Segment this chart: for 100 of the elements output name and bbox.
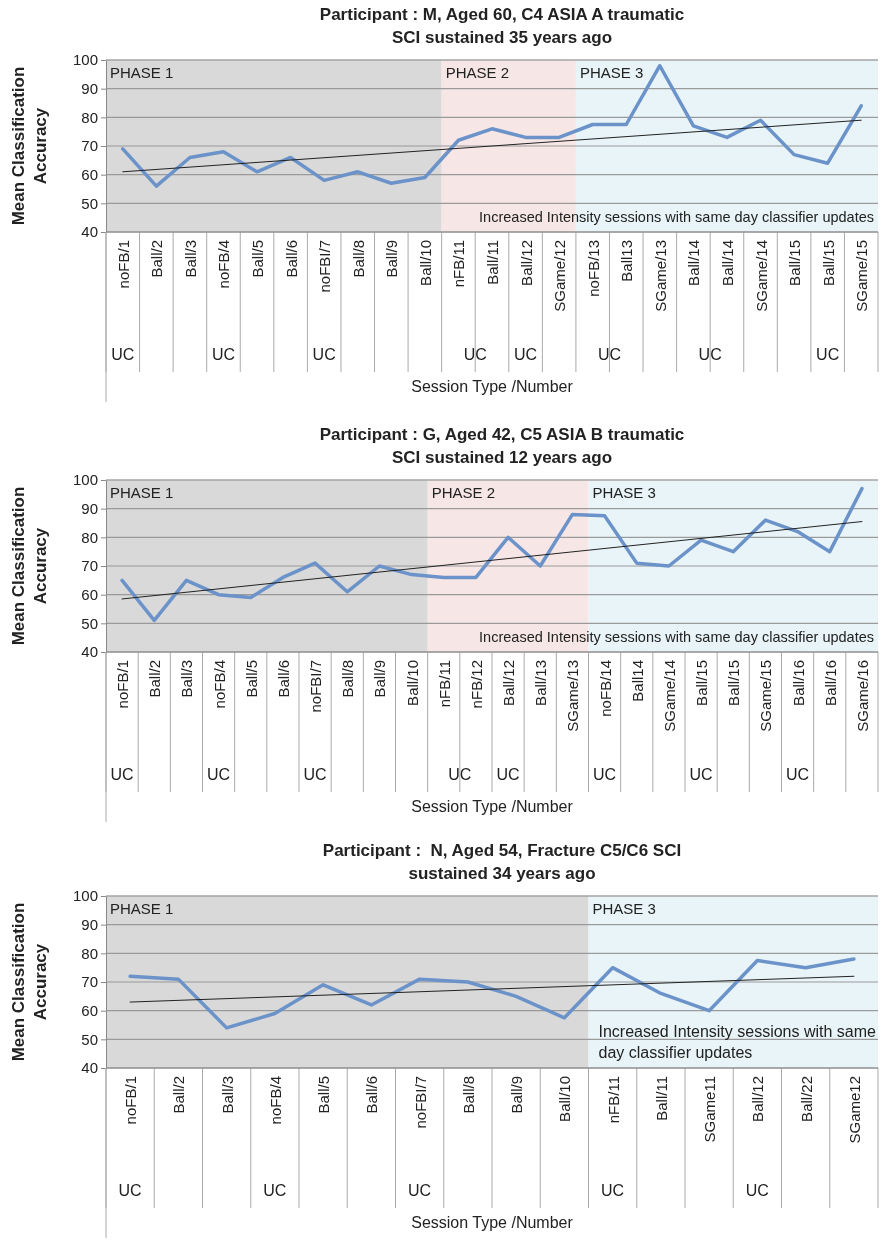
- text: UC: [463, 346, 487, 363]
- text: UC: [514, 346, 538, 363]
- y-tick-label: 80: [81, 944, 98, 962]
- x-tick-label: Ball13: [618, 240, 636, 282]
- x-tick-label: Ball/5: [249, 240, 267, 278]
- x-tick-label: SGame/15: [757, 660, 775, 732]
- band-label: PHASE 1: [110, 484, 174, 501]
- chart-title: Participant : N, Aged 54, Fracture C5/C6 SCI sustained 34 years ago: [322, 841, 682, 883]
- band-label: PHASE 1: [110, 900, 174, 917]
- x-axis-title: Session Type /Number: [411, 798, 574, 815]
- x-tick-label: Ball/10: [556, 1076, 574, 1122]
- band-label: PHASE 2: [445, 64, 510, 81]
- x-tick-label: Ball/5: [315, 1076, 333, 1114]
- y-tick-label: 100: [72, 887, 98, 905]
- x-tick-label: noFB/13: [584, 240, 602, 297]
- x-tick-label: SGame12: [845, 1076, 863, 1144]
- text: UC: [312, 346, 336, 363]
- y-axis-title: Mean Classification Accuracy: [9, 66, 50, 226]
- x-tick-label: noFB/14: [596, 660, 614, 717]
- x-tick-label: noFB/4: [210, 660, 228, 709]
- y-tick-label: 60: [81, 585, 98, 603]
- chart-title: Participant : M, Aged 60, C4 ASIA A traumatic SCI sustained 35 years ago: [319, 5, 685, 47]
- text: UC: [118, 1182, 142, 1199]
- x-tick-label: Ball/16: [789, 660, 807, 706]
- x-tick-label: Ball/11: [484, 240, 501, 285]
- y-tick-label: 50: [81, 1030, 98, 1048]
- band-label: PHASE 3: [592, 900, 656, 917]
- y-tick-label: 100: [72, 471, 98, 489]
- text: UC: [408, 1182, 432, 1199]
- x-tick-label: Ball/15: [786, 240, 804, 286]
- text: UC: [110, 766, 134, 783]
- x-tick-label: Ball/15: [725, 660, 743, 706]
- x-tick-label: Ball/10: [403, 660, 421, 706]
- y-tick-label: 90: [81, 915, 98, 933]
- x-tick-label: noFBI/7: [411, 1076, 429, 1129]
- x-tick-label: Ball/16: [821, 660, 839, 706]
- text: UC: [601, 1182, 625, 1199]
- band-label: PHASE 2: [431, 484, 496, 501]
- x-tick-label: Ball/9: [371, 660, 389, 698]
- y-tick-label: 90: [81, 499, 98, 517]
- x-tick-label: SGame/13: [651, 240, 669, 312]
- x-tick-label: nFB/11: [450, 240, 468, 288]
- y-tick-label: 70: [81, 137, 98, 155]
- x-tick-label: SGame/14: [752, 240, 770, 312]
- text: UC: [263, 1182, 287, 1199]
- y-tick-label: 100: [72, 51, 98, 69]
- y-tick-label: 70: [81, 557, 98, 575]
- y-tick-label: 50: [81, 614, 98, 632]
- x-tick-label: noFB/4: [266, 1076, 284, 1125]
- x-tick-label: Ball/3: [181, 240, 199, 278]
- x-tick-label: Ball/2: [146, 660, 164, 698]
- y-tick-label: 80: [81, 528, 98, 546]
- text: UC: [597, 346, 622, 363]
- annotation: Increased Intensity sessions with same day classifier updates: [598, 1023, 877, 1061]
- annotation: Increased Intensity sessions with same day classifier updates: [479, 209, 874, 225]
- x-tick-label: noFB/1: [114, 660, 132, 709]
- x-tick-label: Ball/5: [242, 660, 260, 698]
- x-tick-label: SGame11: [701, 1076, 719, 1143]
- text: UC: [689, 766, 713, 783]
- x-tick-label: Ball/3: [218, 1076, 236, 1114]
- x-tick-label: Ball14: [628, 660, 646, 702]
- x-tick-label: noFB/1: [114, 240, 132, 289]
- x-tick-label: noFB/4: [215, 240, 233, 289]
- y-tick-label: 60: [81, 165, 98, 183]
- y-axis-title: Mean Classification Accuracy: [9, 902, 50, 1062]
- text: UC: [698, 346, 722, 363]
- x-tick-label: Ball/6: [363, 1076, 381, 1114]
- text: UC: [448, 766, 472, 783]
- x-tick-label: Ball/2: [170, 1076, 188, 1114]
- y-tick-label: 50: [81, 194, 98, 212]
- x-tick-label: Ball/15: [693, 660, 711, 706]
- band-label: PHASE 3: [579, 64, 644, 81]
- x-tick-label: Ball/8: [459, 1076, 477, 1114]
- x-tick-label: Ball/8: [349, 240, 367, 278]
- x-tick-label: SGame/13: [564, 660, 582, 732]
- chart-title: Participant : G, Aged 42, C5 ASIA B traumatic SCI sustained 12 years ago: [319, 425, 685, 467]
- x-tick-label: Ball/3: [178, 660, 196, 698]
- x-tick-label: nFB/12: [467, 660, 485, 709]
- x-tick-label: Ball/6: [282, 240, 300, 278]
- x-tick-label: Ball/13: [532, 660, 550, 706]
- y-tick-label: 40: [81, 643, 98, 661]
- x-tick-label: noFBI/7: [316, 240, 334, 293]
- x-tick-label: Ball/8: [339, 660, 357, 698]
- x-tick-label: Ball/9: [508, 1076, 526, 1114]
- text: UC: [593, 766, 617, 783]
- text: UC: [786, 766, 810, 783]
- x-axis-title: Session Type /Number: [411, 1214, 574, 1231]
- x-tick-label: Ball/14: [718, 240, 736, 286]
- text: UC: [816, 346, 840, 363]
- text: UC: [207, 766, 231, 783]
- x-tick-label: SGame/15: [853, 240, 871, 312]
- y-tick-label: 40: [81, 1059, 98, 1077]
- x-tick-label: Ball/22: [797, 1076, 815, 1122]
- x-tick-label: Ball/11: [652, 1076, 670, 1121]
- y-tick-label: 40: [81, 223, 98, 241]
- x-tick-label: nFB/11: [435, 660, 453, 708]
- y-tick-label: 70: [81, 973, 98, 991]
- x-tick-label: nFB/11: [604, 1076, 622, 1124]
- x-tick-label: noFB/1: [122, 1076, 140, 1125]
- x-tick-label: Ball/12: [517, 240, 535, 286]
